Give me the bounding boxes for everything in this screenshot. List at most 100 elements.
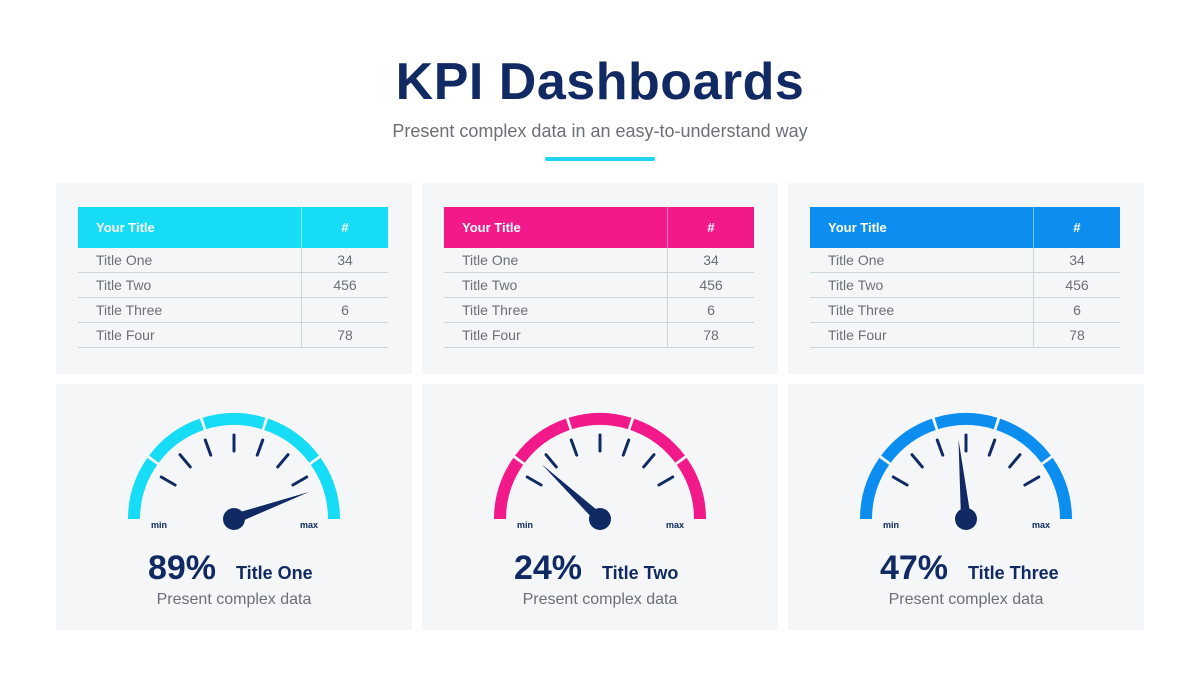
row-value: 6 [667,297,754,323]
row-label: Title Two [444,272,668,298]
gauge-needle [232,491,310,524]
table-header-title: Your Title [444,207,668,248]
gauge-max-label: max [1032,520,1050,530]
gauge-tick [178,453,192,469]
row-label: Title One [810,248,1034,273]
row-label: Title Three [78,297,302,323]
gauge-arc-segment [881,418,936,463]
table-header-number: # [1033,207,1120,248]
gauge-needle-hub [223,508,245,530]
row-label: Title Four [78,322,302,348]
table-panel-1: Your Title # Title One 34 Title Two 456 Ti… [56,183,412,374]
gauge-panel-3: min max 47% Title Three Present complex d… [788,384,1144,630]
table-row: Title Four 78 [78,322,388,348]
table-header-row: Your Title # [444,207,754,248]
page-title: KPI Dashboards [395,53,805,111]
table-header-row: Your Title # [78,207,388,248]
gauge-arc-segment [630,418,685,463]
gauge-value: 24% [513,549,582,587]
table-row: Title Two 456 [78,272,388,298]
gauge-title: Title Three [968,563,1059,583]
gauge-max-label: max [666,520,684,530]
gauge-tick [891,475,909,487]
table-header-number: # [667,207,754,248]
row-label: Title Two [810,272,1034,298]
gauge-value: 47% [879,549,948,587]
gauge-tick [291,475,309,487]
gauge-max-label: max [300,520,318,530]
table-row: Title Three 6 [78,297,388,323]
gauge-tick [1023,475,1041,487]
gauge-arc-segment [310,457,340,519]
row-label: Title Four [810,322,1034,348]
gauge-min-label: min [517,520,533,530]
gauge-arc-segment [494,457,524,519]
gauge-panel-1: min max 89% Title One Present complex dat… [56,384,412,630]
kpi-table: Your Title # Title One 34 Title Two 456 Ti… [78,207,388,348]
table-row: Title Four 78 [810,322,1120,348]
gauge-needle [958,439,971,520]
row-value: 34 [301,248,388,273]
gauge-arc-segment [568,413,632,430]
gauge-needle-hub [589,508,611,530]
gauge-tick [987,438,997,457]
table-panel-3: Your Title # Title One 34 Title Two 456 Ti… [788,183,1144,374]
table-header-number: # [301,207,388,248]
page-subtitle: Present complex data in an easy-to-under… [392,121,808,141]
row-value: 6 [1033,297,1120,323]
gauge-arc-segment [934,413,998,430]
table-row: Title One 34 [78,248,388,273]
gauge-arc-segment [128,457,158,519]
gauge-caption: Present complex data [156,591,312,608]
gauge-tick [621,438,631,457]
gauge-needle-hub [955,508,977,530]
table-row: Title One 34 [444,248,754,273]
row-label: Title Three [444,297,668,323]
gauge-arc-segment [676,457,706,519]
gauge-min-label: min [151,520,167,530]
gauge-arc-segment [202,413,266,430]
row-value: 34 [1033,248,1120,273]
table-row: Title Two 456 [810,272,1120,298]
gauge-tick [159,475,177,487]
table-row: Title Three 6 [810,297,1120,323]
header: KPI Dashboards Present complex data in a… [0,0,1200,175]
gauge-tick [569,438,579,457]
gauge-arc-segment [860,457,890,519]
row-label: Title One [78,248,302,273]
gauge-title: Title Two [602,563,679,583]
gauge-caption: Present complex data [522,591,678,608]
gauge-arc-segment [149,418,204,463]
gauge-tick [544,453,558,469]
gauge-needle [541,464,604,523]
row-value: 456 [1033,272,1120,298]
gauge-arc-segment [996,418,1051,463]
table-row: Title Two 456 [444,272,754,298]
gauge-tick [255,438,265,457]
gauge-caption: Present complex data [888,591,1044,608]
gauge-chart: min max [494,413,706,530]
table-panel-2: Your Title # Title One 34 Title Two 456 Ti… [422,183,778,374]
gauge-value: 89% [147,549,216,587]
table-row: Title Three 6 [444,297,754,323]
gauge-min-label: min [883,520,899,530]
gauge-tick [910,453,924,469]
row-label: Title One [444,248,668,273]
row-value: 6 [301,297,388,323]
kpi-table: Your Title # Title One 34 Title Two 456 Ti… [810,207,1120,348]
gauge-chart: min max [860,413,1072,530]
row-value: 78 [1033,322,1120,348]
row-value: 456 [301,272,388,298]
title-accent-line [545,157,655,161]
gauge-arc-segment [1042,457,1072,519]
gauge-tick [935,438,945,457]
table-header-title: Your Title [78,207,302,248]
row-label: Title Four [444,322,668,348]
row-label: Title Three [810,297,1034,323]
gauge-tick [525,475,543,487]
row-label: Title Two [78,272,302,298]
gauge-tick [203,438,213,457]
row-value: 34 [667,248,754,273]
table-header-row: Your Title # [810,207,1120,248]
gauge-chart: min max [128,413,340,530]
